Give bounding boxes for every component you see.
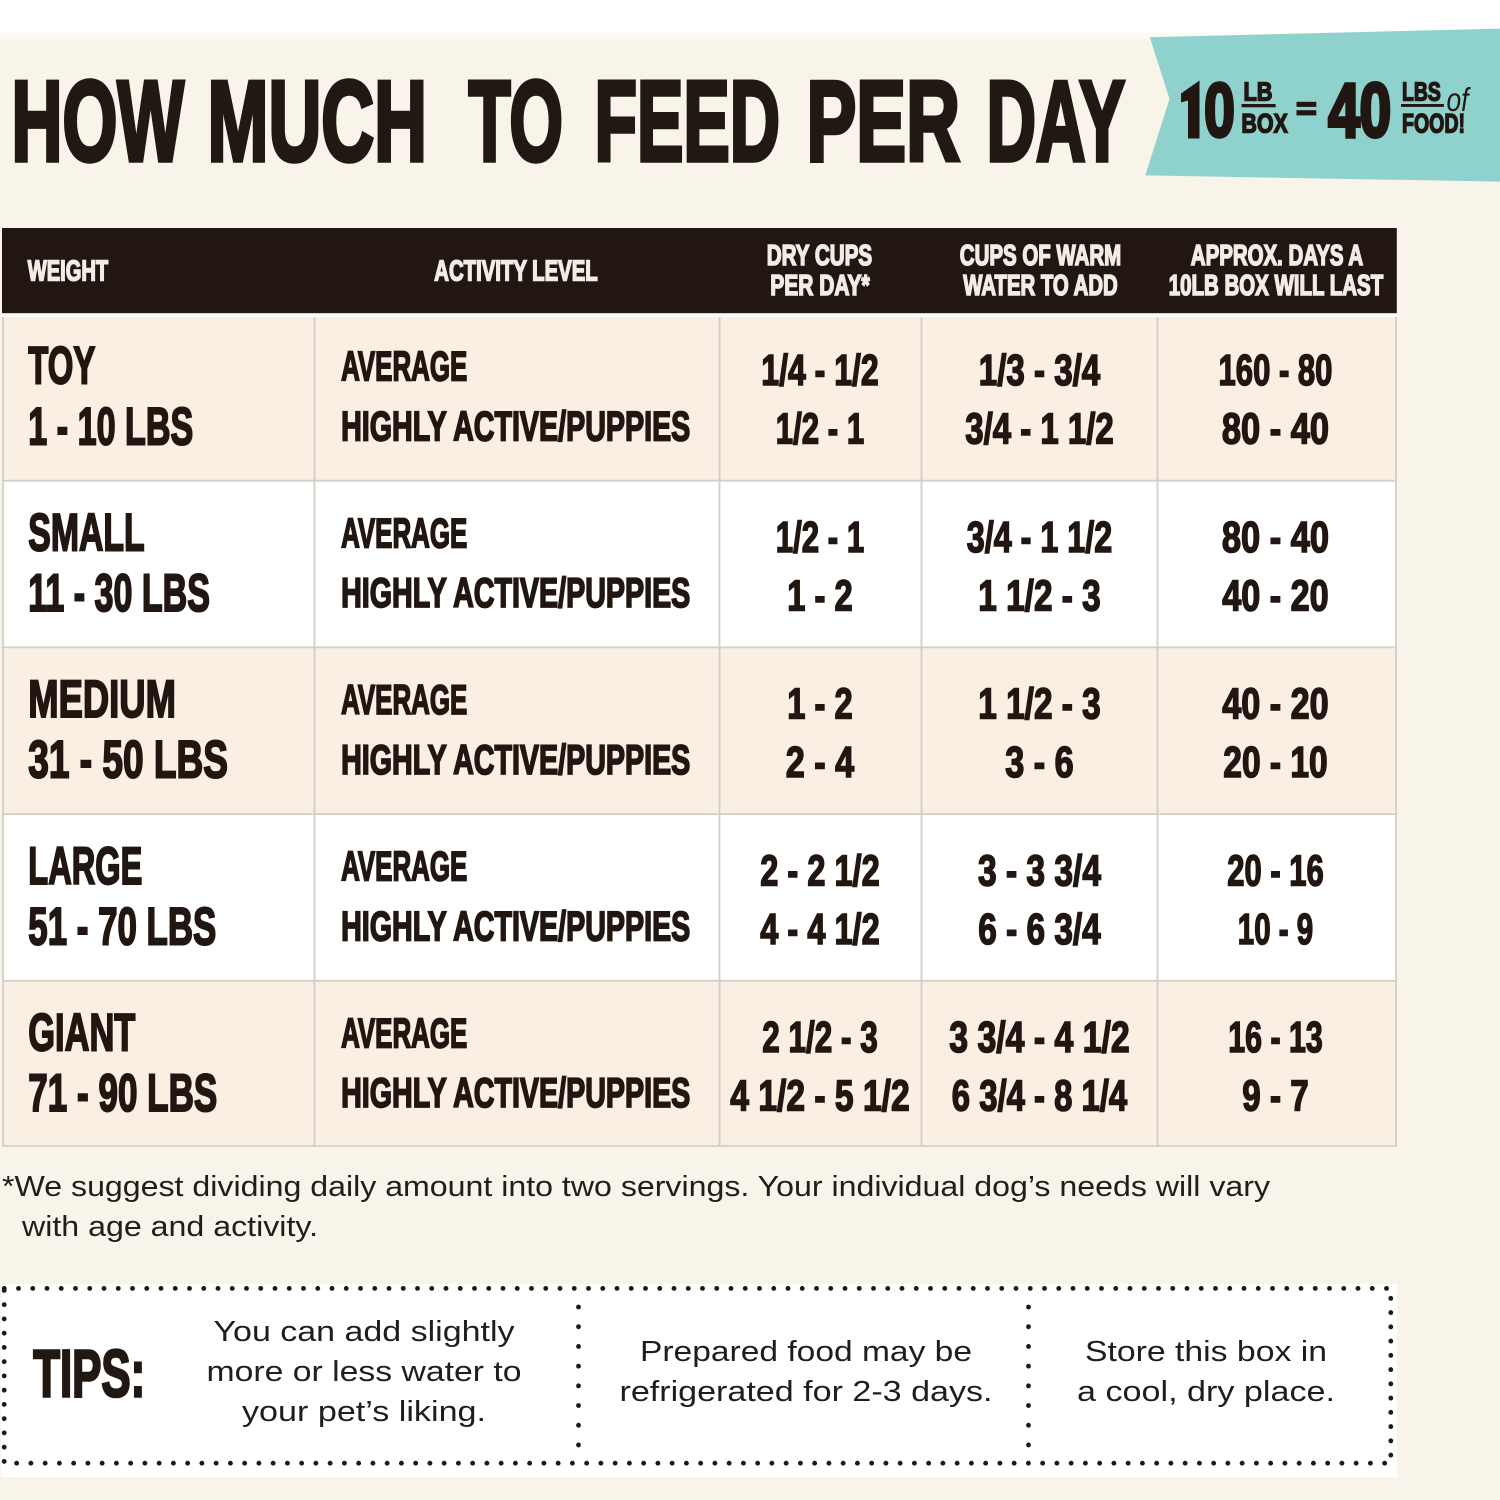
svg-text:LARGE: LARGE — [28, 837, 142, 896]
svg-text:AVERAGE: AVERAGE — [341, 343, 467, 390]
svg-text:FEED: FEED — [595, 58, 781, 186]
svg-text:40: 40 — [1328, 69, 1391, 154]
svg-text:9 - 7: 9 - 7 — [1242, 1072, 1308, 1121]
svg-text:1 - 10 LBS: 1 - 10 LBS — [28, 397, 193, 456]
svg-text:1/2 - 1: 1/2 - 1 — [776, 405, 864, 454]
svg-text:1 1/2 - 3: 1 1/2 - 3 — [978, 571, 1100, 620]
svg-text:31 - 50 LBS: 31 - 50 LBS — [28, 731, 228, 790]
svg-text:3/4 - 1 1/2: 3/4 - 1 1/2 — [967, 513, 1112, 562]
svg-text:1/4 - 1/2: 1/4 - 1/2 — [761, 346, 878, 395]
svg-text:80 - 40: 80 - 40 — [1222, 405, 1329, 454]
svg-text:with age and activity.: with age and activity. — [21, 1211, 318, 1243]
svg-text:16 - 13: 16 - 13 — [1228, 1013, 1322, 1062]
svg-text:TIPS:: TIPS: — [33, 1338, 145, 1412]
svg-text:WEIGHT: WEIGHT — [28, 256, 109, 288]
svg-text:AVERAGE: AVERAGE — [341, 1009, 467, 1056]
svg-text:3/4 - 1 1/2: 3/4 - 1 1/2 — [965, 405, 1113, 454]
svg-text:2 - 2 1/2: 2 - 2 1/2 — [760, 846, 879, 895]
svg-text:1 - 2: 1 - 2 — [787, 571, 852, 620]
svg-text:refrigerated for 2-3 days.: refrigerated for 2-3 days. — [620, 1376, 993, 1408]
svg-text:HIGHLY ACTIVE/PUPPIES: HIGHLY ACTIVE/PUPPIES — [341, 1069, 690, 1116]
svg-text:DAY: DAY — [987, 58, 1126, 186]
svg-text:FOOD!: FOOD! — [1402, 107, 1465, 138]
svg-text:DRY CUPS: DRY CUPS — [767, 240, 872, 272]
svg-text:*We suggest dividing daily amo: *We suggest dividing daily amount into t… — [2, 1171, 1271, 1203]
svg-text:AVERAGE: AVERAGE — [341, 843, 467, 890]
svg-text:0: 0 — [1204, 69, 1235, 154]
svg-text:HIGHLY ACTIVE/PUPPIES: HIGHLY ACTIVE/PUPPIES — [341, 736, 690, 783]
svg-text:HIGHLY ACTIVE/PUPPIES: HIGHLY ACTIVE/PUPPIES — [341, 569, 690, 616]
svg-text:4 - 4 1/2: 4 - 4 1/2 — [760, 905, 879, 954]
svg-text:MUCH: MUCH — [208, 58, 428, 186]
svg-text:40 - 20: 40 - 20 — [1222, 680, 1328, 729]
svg-text:APPROX. DAYS A: APPROX. DAYS A — [1191, 240, 1363, 272]
svg-text:a cool, dry place.: a cool, dry place. — [1077, 1376, 1335, 1408]
svg-text:1/3 - 3/4: 1/3 - 3/4 — [979, 346, 1101, 395]
svg-text:your pet’s liking.: your pet’s liking. — [242, 1396, 486, 1428]
svg-text:20 - 16: 20 - 16 — [1227, 846, 1323, 895]
svg-text:1 1/2 - 3: 1 1/2 - 3 — [978, 680, 1100, 729]
svg-text:160 - 80: 160 - 80 — [1219, 346, 1333, 395]
svg-text:MEDIUM: MEDIUM — [28, 670, 176, 729]
svg-text:20 - 10: 20 - 10 — [1223, 738, 1327, 787]
svg-text:of: of — [1447, 81, 1472, 118]
svg-text:PER DAY*: PER DAY* — [770, 270, 870, 302]
svg-text:WATER TO ADD: WATER TO ADD — [963, 270, 1117, 302]
svg-text:Prepared food may be: Prepared food may be — [640, 1336, 972, 1368]
svg-text:You can add slightly: You can add slightly — [214, 1316, 516, 1348]
svg-text:71 - 90 LBS: 71 - 90 LBS — [28, 1064, 217, 1123]
svg-text:CUPS OF WARM: CUPS OF WARM — [960, 240, 1121, 272]
svg-text:LBS: LBS — [1402, 78, 1441, 106]
svg-text:TO: TO — [469, 58, 564, 186]
svg-text:1/2 - 1: 1/2 - 1 — [776, 513, 864, 562]
svg-text:TOY: TOY — [28, 337, 95, 396]
svg-text:6 - 6 3/4: 6 - 6 3/4 — [978, 905, 1101, 954]
svg-text:HIGHLY ACTIVE/PUPPIES: HIGHLY ACTIVE/PUPPIES — [341, 903, 690, 950]
svg-text:HIGHLY ACTIVE/PUPPIES: HIGHLY ACTIVE/PUPPIES — [341, 402, 690, 449]
svg-text:3 3/4 - 4 1/2: 3 3/4 - 4 1/2 — [949, 1013, 1129, 1062]
svg-text:1 - 2: 1 - 2 — [787, 680, 852, 729]
svg-text:40 - 20: 40 - 20 — [1222, 571, 1328, 620]
svg-text:6 3/4 - 8 1/4: 6 3/4 - 8 1/4 — [952, 1072, 1128, 1121]
svg-text:SMALL: SMALL — [28, 503, 144, 562]
svg-text:51 - 70 LBS: 51 - 70 LBS — [28, 897, 216, 956]
svg-text:AVERAGE: AVERAGE — [341, 509, 467, 556]
svg-text:4 1/2 - 5 1/2: 4 1/2 - 5 1/2 — [730, 1072, 909, 1121]
svg-text:BOX: BOX — [1241, 107, 1288, 138]
svg-text:11 - 30 LBS: 11 - 30 LBS — [28, 564, 210, 623]
svg-text:10LB BOX WILL LAST: 10LB BOX WILL LAST — [1169, 270, 1384, 302]
svg-text:2 - 4: 2 - 4 — [786, 738, 855, 787]
svg-text:ACTIVITY LEVEL: ACTIVITY LEVEL — [434, 256, 597, 288]
svg-text:3 - 3 3/4: 3 - 3 3/4 — [978, 846, 1101, 895]
svg-text:HOW: HOW — [12, 58, 185, 186]
svg-text:Store this box in: Store this box in — [1085, 1336, 1327, 1368]
svg-text:LB: LB — [1244, 78, 1273, 106]
svg-text:PER: PER — [807, 58, 961, 186]
svg-text:GIANT: GIANT — [28, 1004, 135, 1063]
svg-text:10 - 9: 10 - 9 — [1238, 905, 1313, 954]
svg-text:2 1/2 - 3: 2 1/2 - 3 — [762, 1013, 877, 1062]
svg-text:more or less water to: more or less water to — [207, 1356, 522, 1388]
svg-text:80 - 40: 80 - 40 — [1222, 513, 1329, 562]
svg-text:3 - 6: 3 - 6 — [1005, 738, 1073, 787]
svg-text:AVERAGE: AVERAGE — [341, 676, 467, 723]
